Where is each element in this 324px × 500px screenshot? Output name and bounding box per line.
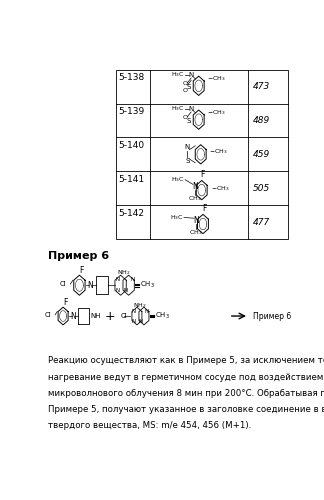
Text: NH: NH xyxy=(90,313,100,319)
Text: F: F xyxy=(63,298,67,308)
Bar xyxy=(116,70,288,239)
Text: N: N xyxy=(139,318,143,324)
Text: Реакцию осуществляют как в Примере 5, за исключением того, что: Реакцию осуществляют как в Примере 5, за… xyxy=(48,356,324,366)
Text: N: N xyxy=(192,182,198,191)
Text: $-$CH$_3$: $-$CH$_3$ xyxy=(207,108,226,117)
Text: $-$CH$_3$: $-$CH$_3$ xyxy=(207,74,226,84)
Text: 459: 459 xyxy=(253,150,270,159)
Text: 477: 477 xyxy=(253,218,270,226)
Text: Пример 6: Пример 6 xyxy=(253,312,291,320)
Text: S: S xyxy=(185,158,190,164)
Text: S: S xyxy=(187,118,191,124)
Text: N: N xyxy=(132,318,136,324)
Text: F: F xyxy=(201,170,205,179)
Text: H$_3$C: H$_3$C xyxy=(170,213,184,222)
Text: CH$_3$: CH$_3$ xyxy=(188,194,202,203)
Text: +: + xyxy=(105,310,116,322)
Text: N: N xyxy=(189,106,194,112)
Text: Cl: Cl xyxy=(45,312,52,318)
Text: N: N xyxy=(87,280,93,289)
Text: NH$_2$: NH$_2$ xyxy=(117,268,131,278)
Text: 5-141: 5-141 xyxy=(118,175,145,184)
Text: O: O xyxy=(183,88,188,93)
Text: 473: 473 xyxy=(253,82,270,91)
Text: 5-138: 5-138 xyxy=(118,74,145,82)
Text: N: N xyxy=(189,72,194,78)
Text: 505: 505 xyxy=(253,184,270,192)
Text: Cl: Cl xyxy=(60,281,67,287)
Text: Пример 6: Пример 6 xyxy=(48,250,109,260)
Text: CH$_3$: CH$_3$ xyxy=(155,311,170,321)
Text: 5-140: 5-140 xyxy=(118,141,145,150)
Text: твердого вещества, MS: m/e 454, 456 (M+1).: твердого вещества, MS: m/e 454, 456 (M+1… xyxy=(48,421,251,430)
Text: NH$_2$: NH$_2$ xyxy=(133,301,147,310)
Text: N: N xyxy=(123,288,127,294)
Text: N: N xyxy=(132,308,136,314)
Text: Cl: Cl xyxy=(120,313,127,319)
Text: Примере 5, получают указанное в заголовке соединение в виде белого: Примере 5, получают указанное в заголовк… xyxy=(48,405,324,414)
Text: H$_3$C: H$_3$C xyxy=(171,70,185,80)
Text: $-$CH$_3$: $-$CH$_3$ xyxy=(211,184,230,194)
Text: нагревание ведут в герметичном сосуде под воздействием: нагревание ведут в герметичном сосуде по… xyxy=(48,372,323,382)
Text: F: F xyxy=(79,266,84,275)
Text: 489: 489 xyxy=(253,116,270,125)
Text: $-$CH$_3$: $-$CH$_3$ xyxy=(210,147,228,156)
Text: O: O xyxy=(183,116,188,120)
Text: 5-142: 5-142 xyxy=(118,209,144,218)
Text: N: N xyxy=(145,308,149,314)
Text: N: N xyxy=(130,277,134,282)
Text: F: F xyxy=(202,204,206,213)
Text: N: N xyxy=(185,144,190,150)
Text: N: N xyxy=(116,277,120,282)
Text: N: N xyxy=(116,288,120,294)
Text: 5-139: 5-139 xyxy=(118,108,145,116)
Text: микроволнового облучения 8 мин при 200°C. Обрабатывая продукт как в: микроволнового облучения 8 мин при 200°C… xyxy=(48,389,324,398)
Text: H$_3$C: H$_3$C xyxy=(171,104,185,114)
Text: N: N xyxy=(71,312,76,320)
Text: CH$_3$: CH$_3$ xyxy=(140,280,156,290)
Text: CH$_3$: CH$_3$ xyxy=(190,228,203,237)
Text: O: O xyxy=(183,82,188,86)
Text: S: S xyxy=(187,84,191,90)
Text: H$_3$C: H$_3$C xyxy=(171,176,185,184)
Text: N: N xyxy=(193,216,199,224)
